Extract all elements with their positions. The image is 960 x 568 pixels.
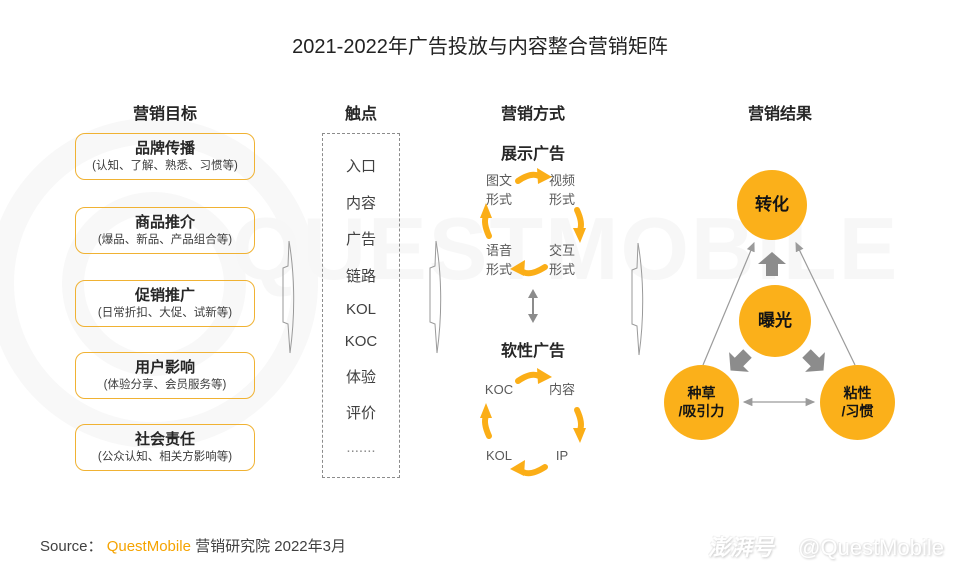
- soft-node-ip: IP: [555, 448, 569, 463]
- updown-arrow-icon: [528, 289, 538, 323]
- display-node-jiaohu: 交互 形式: [548, 243, 575, 277]
- result-circle-exposure: 曝光: [739, 285, 811, 357]
- source-prefix: Source：: [40, 538, 103, 555]
- touchpoint-item: 内容: [345, 194, 376, 212]
- display-cycle-arrows-icon: [480, 168, 586, 277]
- goal-subtitle: (爆品、新品、产品组合等): [97, 233, 233, 246]
- touchpoint-item: KOL: [345, 300, 376, 318]
- result-circle-conversion: 转化: [737, 170, 807, 240]
- goal-title: 促销推广: [134, 287, 195, 305]
- soft-node-kol: KOL: [485, 448, 512, 463]
- touchpoint-item-ellipsis: .......: [346, 438, 376, 456]
- column-header-goals: 营销目标: [132, 106, 197, 123]
- touchpoint-item: 体验: [345, 368, 376, 386]
- thin-arrow-right-icon: [795, 241, 856, 366]
- source-brand: QuestMobile: [106, 538, 191, 555]
- chevron-separator-icon: [429, 240, 442, 354]
- goal-title: 用户影响: [134, 359, 195, 377]
- soft-cycle-arrows-icon: [480, 368, 586, 477]
- goal-box-user: 用户影响 (体验分享、会员服务等): [75, 352, 255, 399]
- column-header-touchpoints: 触点: [344, 106, 377, 123]
- goal-subtitle: (日常折扣、大促、试新等): [97, 306, 233, 319]
- column-header-methods: 营销方式: [500, 106, 565, 123]
- column-header-results: 营销结果: [747, 106, 812, 123]
- goal-subtitle: (体验分享、会员服务等): [103, 378, 227, 391]
- block-arrow-downleft-icon: [729, 349, 752, 372]
- soft-ads-title: 软性广告: [500, 343, 565, 360]
- chevron-separator-icon: [282, 240, 295, 354]
- results-connectors: [702, 241, 856, 407]
- result-circle-seeding: 种草 /吸引力: [664, 365, 739, 440]
- touchpoint-item: KOC: [344, 333, 378, 351]
- block-arrow-up-icon: [758, 252, 786, 276]
- source-line: Source： QuestMobile 营销研究院 2022年3月: [40, 535, 346, 556]
- footer-handle: @QuestMobile: [798, 535, 944, 560]
- touchpoint-item: 广告: [345, 231, 376, 249]
- soft-node-koc: KOC: [484, 382, 514, 397]
- goal-title: 社会责任: [134, 431, 195, 449]
- thin-arrow-left-icon: [702, 241, 755, 366]
- goal-subtitle: (认知、了解、熟悉、习惯等): [92, 159, 238, 172]
- goal-box-product: 商品推介 (爆品、新品、产品组合等): [75, 207, 255, 254]
- touchpoint-item: 入口: [345, 158, 376, 176]
- goal-box-promotion: 促销推广 (日常折扣、大促、试新等): [75, 280, 255, 327]
- display-node-yuyin: 语音 形式: [485, 243, 512, 277]
- display-node-tuwen: 图文 形式: [485, 173, 512, 207]
- chevron-separator-icon: [631, 242, 644, 356]
- display-node-shipin: 视频 形式: [548, 173, 575, 207]
- touchpoint-item: 评价: [345, 405, 376, 423]
- goal-box-social: 社会责任 (公众认知、相关方影响等): [75, 424, 255, 471]
- block-arrow-downright-icon: [802, 349, 825, 372]
- touchpoints-box: 入口 内容 广告 链路 KOL KOC 体验 评价 .......: [322, 133, 400, 478]
- pengpai-logo: 澎湃号: [707, 535, 779, 560]
- goal-title: 品牌传播: [134, 140, 195, 158]
- display-ads-title: 展示广告: [500, 146, 565, 163]
- source-suffix: 营销研究院 2022年3月: [195, 538, 346, 555]
- result-circle-stickiness: 粘性 /习惯: [820, 365, 895, 440]
- goal-box-brand: 品牌传播 (认知、了解、熟悉、习惯等): [75, 133, 255, 180]
- goal-subtitle: (公众认知、相关方影响等): [97, 450, 233, 463]
- footer-watermark: 澎湃号 @QuestMobile: [707, 530, 944, 562]
- page-title: 2021-2022年广告投放与内容整合营销矩阵: [292, 36, 668, 58]
- soft-node-content: 内容: [548, 382, 575, 397]
- touchpoint-item: 链路: [345, 267, 376, 285]
- goal-title: 商品推介: [134, 214, 195, 232]
